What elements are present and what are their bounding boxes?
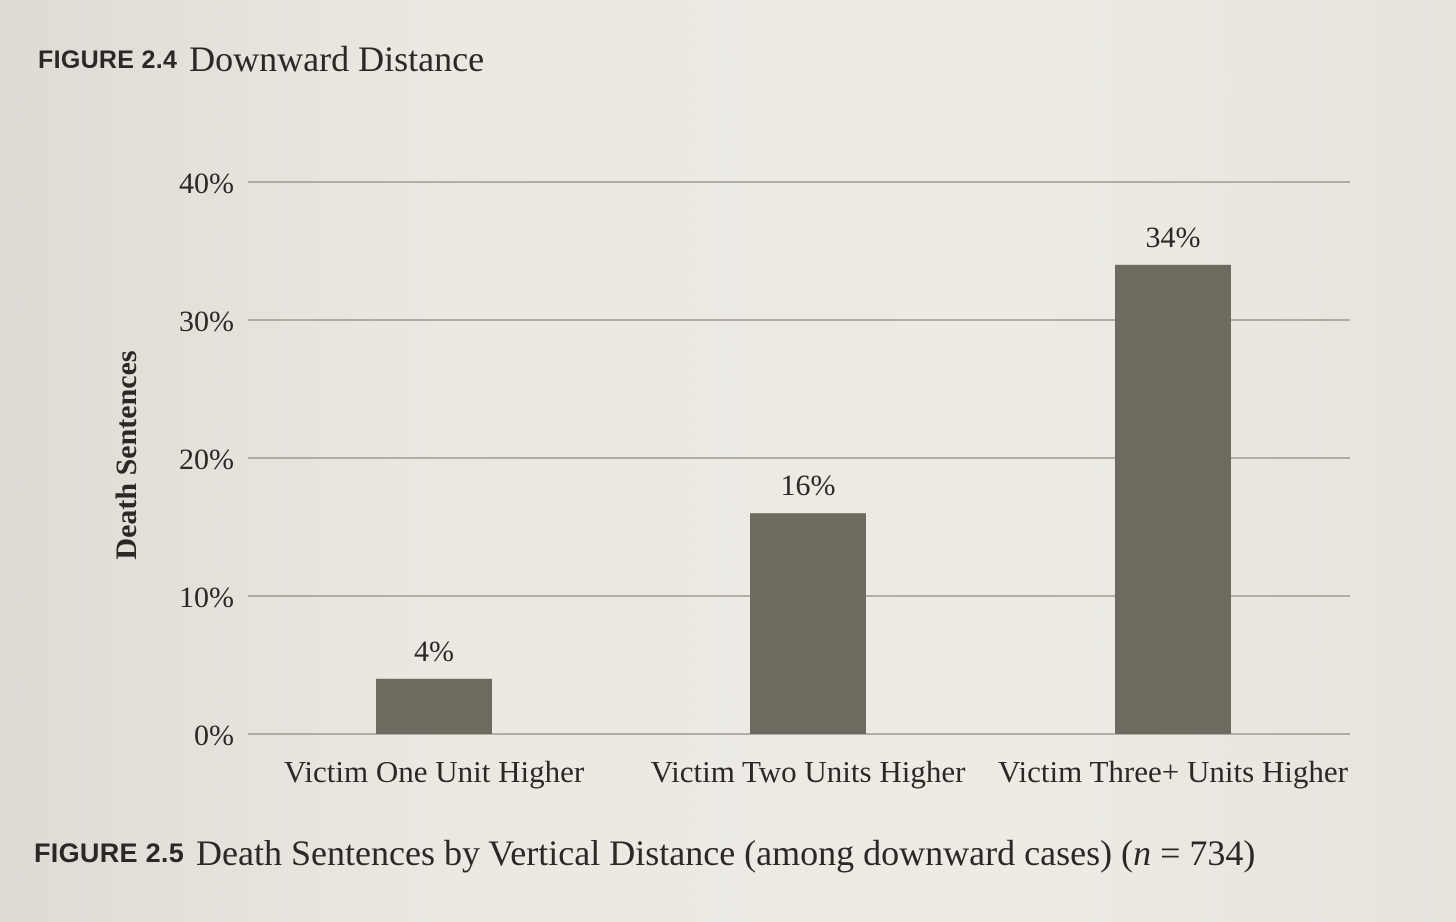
figure-caption: FIGURE 2.5 Death Sentences by Vertical Di… (34, 832, 1255, 874)
data-label: 34% (1146, 221, 1201, 254)
bar (376, 678, 492, 734)
bar (1115, 264, 1231, 734)
x-tick-label: Victim Two Units Higher (651, 754, 967, 789)
figure-title-end: = 734) (1151, 833, 1256, 873)
y-tick-label: 30% (179, 305, 234, 338)
x-tick-label: Victim One Unit Higher (284, 754, 585, 789)
y-tick-label: 20% (179, 443, 234, 476)
y-tick-label: 0% (194, 719, 234, 752)
figure-title: Death Sentences by Vertical Distance (am… (196, 833, 1134, 873)
bars (376, 264, 1231, 734)
data-label: 16% (781, 469, 836, 502)
previous-figure-label: FIGURE 2.4 (38, 46, 178, 74)
figure-n-symbol: n (1133, 833, 1152, 873)
data-labels: 4% 16% 34% (414, 221, 1201, 668)
y-tick-label: 40% (179, 167, 234, 200)
x-tick-labels: Victim One Unit Higher Victim Two Units H… (284, 754, 1349, 789)
y-tick-labels: 0% 10% 20% 30% 40% (179, 167, 234, 752)
y-axis-label: Death Sentences (110, 350, 143, 559)
bar (750, 513, 866, 734)
figure-label: FIGURE 2.5 (34, 838, 185, 868)
previous-figure-caption: FIGURE 2.4 Downward Distance (38, 38, 484, 80)
data-label: 4% (414, 635, 454, 668)
y-tick-label: 10% (179, 581, 234, 614)
x-tick-label: Victim Three+ Units Higher (998, 754, 1349, 789)
previous-figure-title: Downward Distance (189, 39, 485, 79)
